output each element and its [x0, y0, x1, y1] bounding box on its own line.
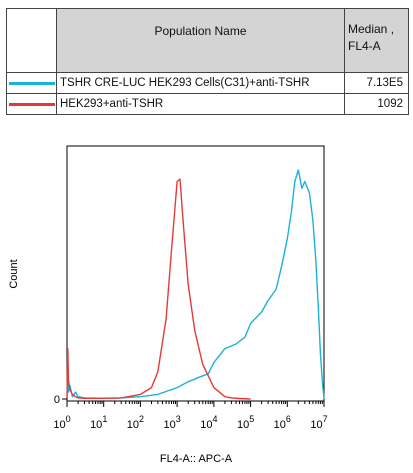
population-label: TSHR CRE-LUC HEK293 Cells(C31)+anti-TSHR [56, 72, 345, 94]
legend-swatch-red [8, 102, 55, 106]
x-tick-label: 104 [200, 414, 217, 431]
series-group [66, 169, 325, 400]
header-median-line2: FL4-A [348, 39, 381, 53]
table-row: HEK293+anti-TSHR 1092 [6, 93, 409, 115]
x-tick-label: 107 [310, 414, 327, 431]
y-axis-label: Count [8, 259, 20, 288]
series-line-1 [66, 178, 251, 400]
x-tick-label: 106 [274, 414, 291, 431]
population-table: Population Name Median , FL4-A TSHR CRE-… [6, 8, 409, 115]
series-line-0 [66, 169, 325, 400]
median-value: 1092 [344, 93, 409, 115]
header-median-line1: Median , [348, 22, 395, 36]
x-axis-label: FL4-A:: APC-A [160, 453, 233, 465]
table-row: TSHR CRE-LUC HEK293 Cells(C31)+anti-TSHR… [6, 72, 409, 94]
x-tick-label: 100 [53, 414, 70, 431]
x-tick-label: 103 [163, 414, 180, 431]
header-median: Median , FL4-A [344, 8, 409, 73]
median-value: 7.13E5 [344, 72, 409, 94]
legend-swatch-blue [8, 81, 55, 85]
header-blank-cell [6, 8, 57, 73]
x-axis-ticks [66, 401, 325, 407]
x-tick-label: 102 [127, 414, 144, 431]
plot-frame [66, 145, 325, 402]
population-label: HEK293+anti-TSHR [56, 93, 345, 115]
x-tick-label: 101 [90, 414, 107, 431]
x-axis-tick-labels: 100 101 102 103 104 105 106 107 [53, 414, 327, 431]
x-tick-label: 105 [237, 414, 254, 431]
y-tick-label-0: 0 [54, 394, 60, 406]
